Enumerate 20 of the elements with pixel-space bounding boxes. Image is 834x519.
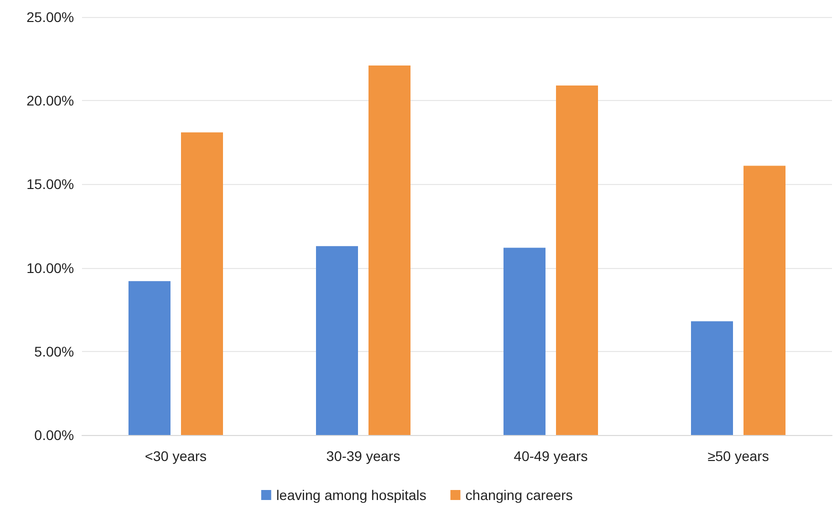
y-tick-label: 5.00% (34, 343, 74, 360)
x-tick-label: 40-49 years (514, 448, 588, 464)
bar (556, 86, 598, 435)
y-tick-label: 0.00% (34, 427, 74, 443)
bar (504, 248, 546, 435)
bar (368, 65, 410, 435)
legend-label: leaving among hospitals (276, 487, 426, 503)
x-tick-label: <30 years (144, 448, 207, 464)
bar (744, 166, 786, 435)
legend-label: changing careers (465, 487, 573, 503)
y-tick-label: 20.00% (26, 92, 74, 109)
x-tick-label: ≥50 years (708, 448, 769, 464)
bar (181, 132, 223, 435)
x-tick-label: 30-39 years (326, 448, 400, 464)
bar (691, 321, 733, 435)
y-tick-label: 10.00% (26, 260, 74, 276)
bar (128, 281, 170, 435)
bar (316, 246, 358, 435)
y-tick-label: 15.00% (26, 176, 74, 192)
y-tick-label: 25.00% (26, 9, 74, 25)
